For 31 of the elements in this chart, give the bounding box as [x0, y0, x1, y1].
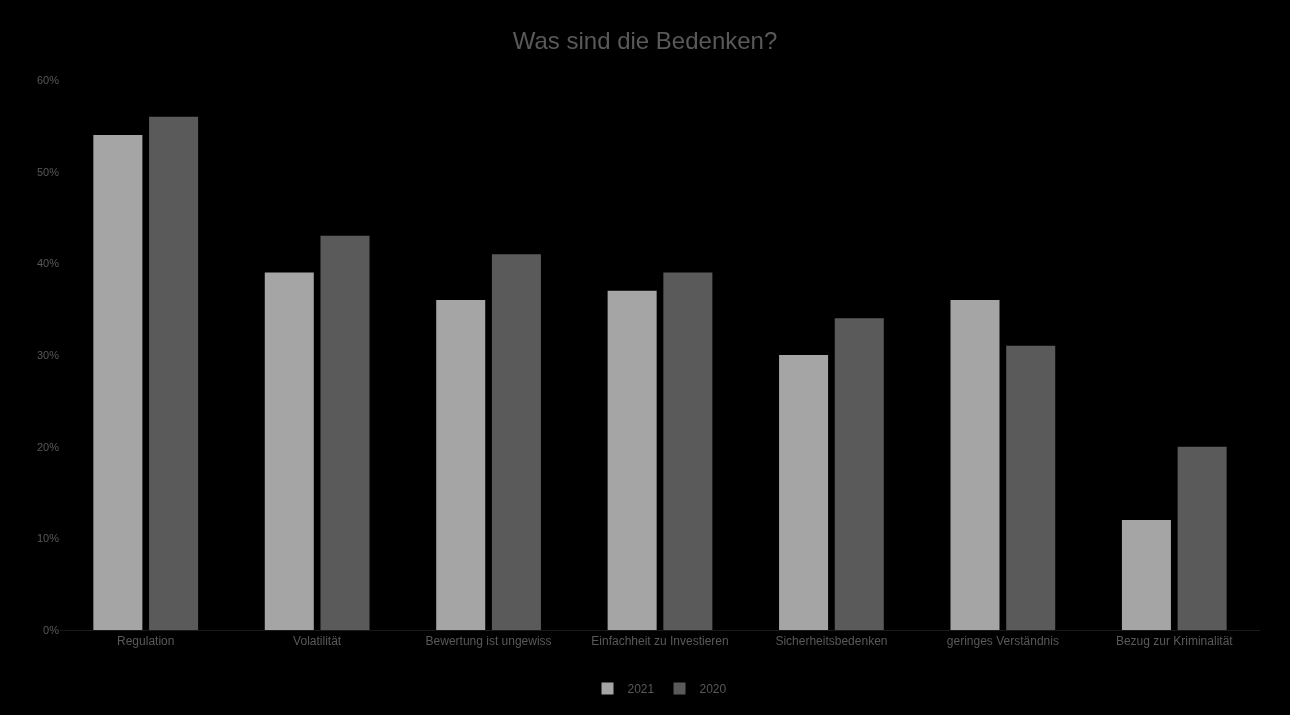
y-tick-label: 40%	[36, 257, 60, 270]
bar	[149, 116, 199, 630]
bar	[1177, 446, 1227, 630]
x-tick-label: Bezug zur Kriminalität	[1115, 634, 1234, 649]
bar	[93, 135, 143, 630]
x-tick-label: geringes Verständnis	[946, 634, 1059, 649]
x-tick-label: Sicherheitsbedenken	[775, 634, 888, 649]
x-tick-label: Bewertung ist ungewiss	[425, 634, 552, 649]
x-tick-label: Volatilität	[293, 634, 342, 649]
bar	[1121, 520, 1171, 630]
legend-label: 2021	[627, 682, 655, 697]
y-tick-label: 60%	[36, 73, 60, 86]
bar	[320, 235, 370, 630]
chart-title: Was sind die Bedenken?	[512, 26, 778, 54]
bar	[950, 300, 1000, 630]
y-tick-label: 50%	[36, 165, 60, 178]
bar	[779, 355, 829, 630]
y-tick-label: 20%	[36, 440, 60, 453]
y-tick-label: 30%	[36, 348, 60, 361]
bar	[663, 272, 713, 630]
x-tick-label: Einfachheit zu Investieren	[591, 634, 729, 649]
y-tick-label: 0%	[43, 623, 60, 636]
x-tick-label: Regulation	[117, 634, 175, 649]
legend-label: 2020	[699, 682, 727, 697]
bar	[491, 254, 541, 630]
bar	[607, 290, 657, 630]
bar	[834, 318, 884, 630]
bar	[1006, 345, 1056, 630]
bar	[264, 272, 314, 630]
y-tick-label: 10%	[36, 532, 60, 545]
bar	[436, 300, 486, 630]
